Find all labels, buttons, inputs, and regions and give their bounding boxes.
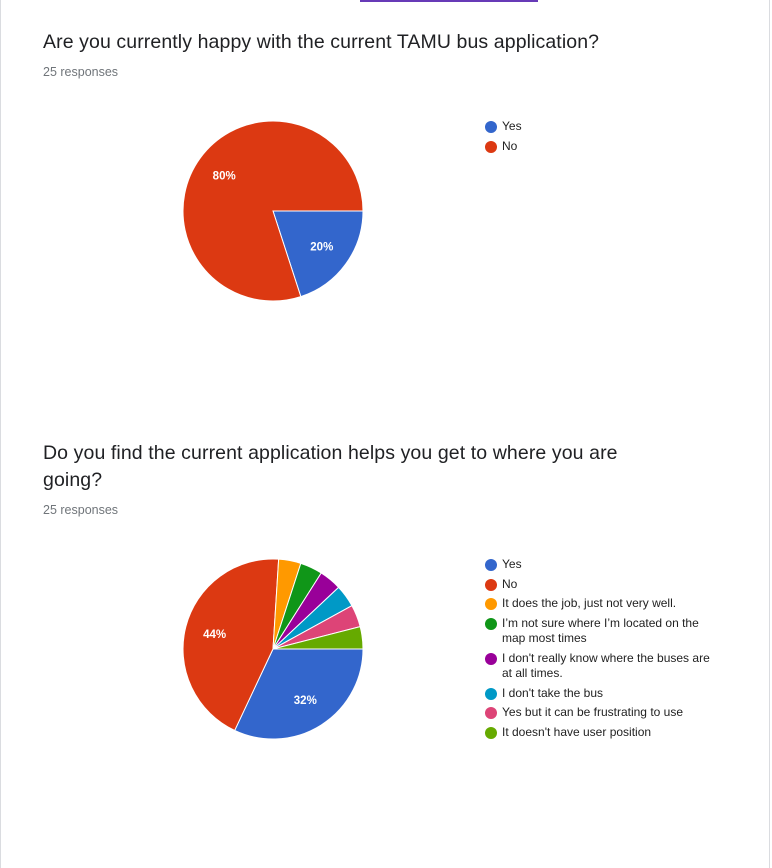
question-1-legend: Yes No — [485, 119, 715, 158]
legend-item-no[interactable]: No — [485, 577, 715, 593]
legend-item-yes[interactable]: Yes — [485, 119, 715, 135]
pie-slice-yes[interactable] — [234, 648, 364, 740]
legend-label: Yes — [502, 557, 522, 571]
legend-swatch — [485, 617, 497, 630]
legend-swatch — [485, 726, 497, 739]
legend-swatch — [485, 707, 497, 719]
question-1-response-count: 25 responses — [43, 65, 119, 79]
pie-slice-no[interactable] — [182, 120, 364, 302]
pie-slice-no[interactable] — [182, 558, 280, 732]
legend-swatch — [485, 578, 497, 591]
legend-swatch — [485, 121, 497, 133]
pie-data-label: 44% — [203, 629, 226, 641]
legend-label: I don't really know where the buses are … — [502, 650, 710, 681]
legend-label: Yes but it can be frustrating to use — [502, 705, 684, 719]
legend-swatch — [485, 559, 497, 571]
pie-data-label: 80% — [213, 171, 236, 183]
question-2-title: Do you find the current application help… — [43, 442, 618, 491]
legend-item-yes[interactable]: Yes — [485, 557, 715, 573]
legend-item-i-don-t-take-the-bus[interactable]: I don't take the bus — [485, 686, 715, 702]
legend-item-it-does-the-job-just-not-very-well[interactable]: It does the job, just not very well. — [485, 596, 715, 612]
legend-label: I don't take the bus — [502, 685, 604, 700]
legend-label: No — [502, 576, 518, 591]
pie-slice-it-doesn-t-have-user-position[interactable] — [272, 626, 364, 650]
legend-item-yes-but-it-can-be-frustrating-to-use[interactable]: Yes but it can be frustrating to use — [485, 705, 715, 721]
pie-data-label: 20% — [310, 241, 333, 253]
question-1-pie-chart: 20% 80% — [182, 120, 364, 302]
legend-item-no[interactable]: No — [485, 139, 715, 155]
legend-label: I’m not sure where I’m located on the ma… — [502, 615, 699, 646]
legend-label: Yes — [502, 119, 522, 133]
question-2-response-count: 25 responses — [43, 503, 119, 517]
legend-item-i-m-not-sure-where-i-m-located-on-the-ma[interactable]: I’m not sure where I’m located on the ma… — [485, 616, 715, 647]
legend-swatch — [485, 687, 497, 700]
legend-item-i-don-t-really-know-where-the-buses-are-[interactable]: I don't really know where the buses are … — [485, 651, 715, 682]
pie-data-label: 32% — [294, 695, 317, 707]
legend-label: It does the job, just not very well. — [502, 596, 677, 610]
legend-swatch — [485, 652, 497, 665]
legend-label: It doesn't have user position — [502, 724, 652, 739]
question-2-pie-chart: 32% 44% — [182, 558, 364, 740]
legend-swatch — [485, 140, 497, 153]
legend-label: No — [502, 138, 518, 153]
legend-item-it-doesn-t-have-user-position[interactable]: It doesn't have user position — [485, 725, 715, 741]
question-2-legend: Yes No It does the job, just not very well… — [485, 557, 715, 744]
question-1-title: Are you currently happy with the current… — [43, 31, 600, 53]
pie-slice-yes[interactable] — [272, 210, 364, 298]
legend-swatch — [485, 598, 497, 610]
header-accent-bar — [360, 0, 538, 2]
